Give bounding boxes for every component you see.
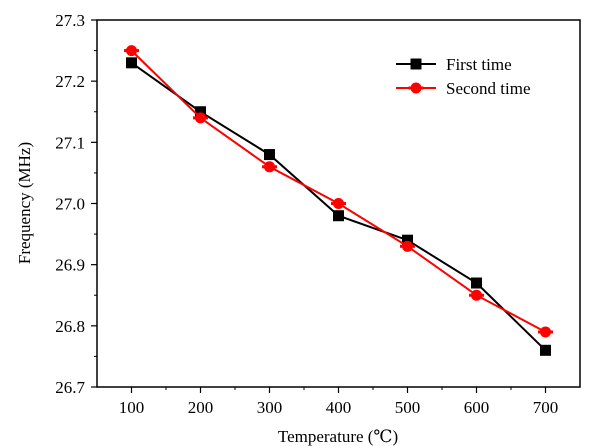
legend-label: First time [446,55,512,74]
x-tick-label: 400 [326,398,352,417]
y-tick-label: 26.7 [55,378,85,397]
data-point [264,149,275,161]
y-tick-label: 27.1 [55,133,85,152]
x-tick-label: 600 [464,398,490,417]
legend-label: Second time [446,79,531,98]
data-point [195,106,206,118]
data-point [471,277,482,289]
x-tick-label: 300 [257,398,283,417]
y-tick-label: 27.2 [55,72,85,91]
y-tick-label: 27.0 [55,195,85,214]
data-point [126,57,137,69]
x-axis-title: Temperature (℃) [278,427,398,446]
data-point [410,58,422,70]
data-point [333,210,344,222]
x-tick-label: 100 [119,398,145,417]
series-layer [124,45,553,356]
x-axis: 100 200 300 400 500 600 700 [119,387,559,417]
y-tick-label: 27.3 [55,11,85,30]
data-point [540,344,551,356]
x-tick-label: 500 [395,398,421,417]
y-tick-label: 26.8 [55,317,85,336]
x-tick-label: 200 [188,398,214,417]
y-axis-title: Frequency (MHz) [15,142,34,264]
x-tick-label: 700 [533,398,559,417]
y-axis: 26.7 26.8 26.9 27.0 27.1 27.2 27.3 [55,11,97,397]
legend: First time Second time [396,55,531,98]
data-point [402,234,413,246]
y-tick-label: 26.9 [55,256,85,275]
